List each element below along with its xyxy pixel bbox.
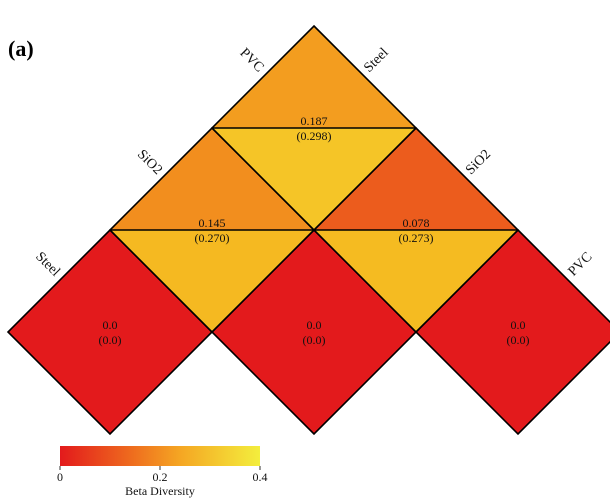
cell-value-label: 0.0 <box>511 318 526 332</box>
cell-value-label: 0.187 <box>301 114 328 128</box>
colorbar-title: Beta Diversity <box>125 484 195 498</box>
cell-upper-sio2-pvc <box>314 128 518 230</box>
panel-label: (a) <box>8 36 34 61</box>
cell-sub-label: (0.0) <box>303 333 326 347</box>
colorbar <box>60 446 260 466</box>
right-axis-label: PVC <box>566 250 596 280</box>
cell-border-steel-pvc <box>210 24 418 232</box>
cell-lower-steel-pvc <box>212 128 416 230</box>
cell-lower-sio2-pvc <box>314 230 518 332</box>
cell-value-label: 0.0 <box>307 318 322 332</box>
cell-value-label: 0.0 <box>103 318 118 332</box>
left-axis-label: PVC <box>237 46 267 76</box>
cell-sub-label: (0.273) <box>399 231 434 245</box>
cell-sub-label: (0.0) <box>507 333 530 347</box>
cell-lower-steel-sio2 <box>110 230 314 332</box>
colorbar-tick-label: 0 <box>57 470 63 484</box>
cell-upper-steel-sio2 <box>110 128 314 230</box>
right-axis-label: Steel <box>361 45 391 75</box>
cell-sub-label: (0.270) <box>195 231 230 245</box>
left-axis-label: SiO2 <box>134 147 165 178</box>
cell-value-label: 0.145 <box>199 216 226 230</box>
colorbar-tick-label: 0.4 <box>253 470 268 484</box>
colorbar-tick-label: 0.2 <box>153 470 168 484</box>
cell-upper-steel-pvc <box>212 26 416 128</box>
right-axis-label: SiO2 <box>463 147 494 178</box>
cell-value-label: 0.078 <box>403 216 430 230</box>
cell-sub-label: (0.0) <box>99 333 122 347</box>
left-axis-label: Steel <box>32 249 62 279</box>
cell-sub-label: (0.298) <box>297 129 332 143</box>
